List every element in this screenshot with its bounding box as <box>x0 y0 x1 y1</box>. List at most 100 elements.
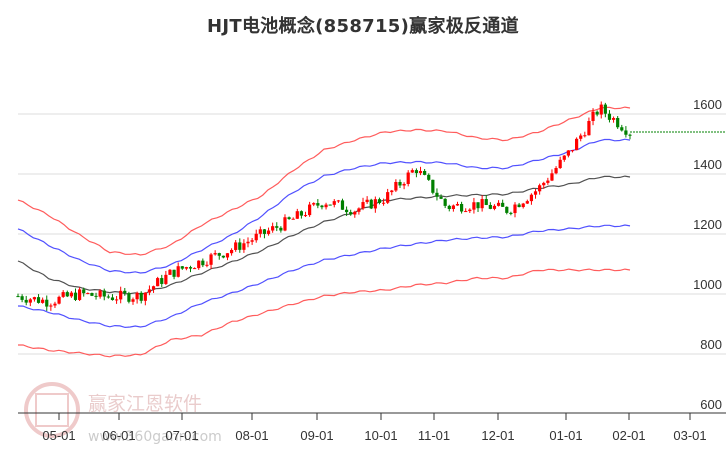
candle <box>369 199 373 209</box>
candle <box>546 180 550 183</box>
x-tick-label: 02-01 <box>612 428 645 443</box>
candle <box>205 264 209 266</box>
candle <box>377 199 382 203</box>
candle <box>160 278 164 284</box>
candle <box>332 201 336 205</box>
candle <box>472 202 476 210</box>
candle <box>78 289 82 300</box>
x-tick-label: 05-01 <box>42 428 75 443</box>
candle <box>620 127 624 131</box>
candle <box>73 292 78 300</box>
y-tick-label: 1200 <box>693 217 722 232</box>
candle <box>447 205 451 210</box>
candle <box>480 199 484 209</box>
y-tick-label: 800 <box>700 337 722 352</box>
candle <box>357 208 361 212</box>
candle <box>340 200 345 210</box>
candle <box>308 204 312 216</box>
candle <box>505 206 509 213</box>
candle <box>82 289 86 294</box>
candle <box>538 185 542 192</box>
candle <box>517 204 521 208</box>
candle <box>402 183 406 186</box>
candle <box>336 200 340 202</box>
candle <box>603 104 607 114</box>
candle <box>558 159 562 169</box>
candle <box>197 260 201 269</box>
x-tick-label: 03-01 <box>673 428 706 443</box>
watermark-brand: 赢家江恩软件 <box>88 393 202 415</box>
candle <box>156 278 160 287</box>
candle <box>542 182 546 186</box>
candle <box>464 211 468 213</box>
y-axis: 600 800 1000 1200 1400 1600 <box>693 97 722 412</box>
candle <box>287 217 291 219</box>
candle <box>418 170 423 174</box>
candle <box>176 266 180 277</box>
candle <box>303 215 308 217</box>
y-tick-label: 1400 <box>693 157 722 172</box>
candle <box>496 202 501 206</box>
candle <box>217 253 221 256</box>
candle <box>312 203 316 205</box>
y-tick-label: 1600 <box>693 97 722 112</box>
candle <box>49 305 53 307</box>
candle <box>102 290 106 297</box>
channel-lines <box>17 106 631 358</box>
candle <box>398 181 402 186</box>
candle <box>254 233 258 241</box>
candle <box>529 194 534 202</box>
x-tick-label: 01-01 <box>549 428 582 443</box>
candle <box>250 240 254 242</box>
candle <box>476 202 480 209</box>
band-line <box>17 224 631 329</box>
candle <box>24 299 28 303</box>
candle <box>595 111 599 115</box>
candle <box>316 203 320 206</box>
x-tick-label: 06-01 <box>102 428 135 443</box>
candle <box>135 292 139 300</box>
candle <box>410 170 414 173</box>
candle <box>164 274 168 284</box>
candle <box>443 198 447 206</box>
candle <box>172 269 176 277</box>
candle <box>110 297 115 301</box>
candle <box>143 292 147 301</box>
candle <box>193 268 197 270</box>
x-tick-label: 09-01 <box>300 428 333 443</box>
x-tick-label: 07-01 <box>165 428 198 443</box>
candle <box>381 202 386 204</box>
candle <box>94 295 98 297</box>
candle <box>501 202 505 207</box>
candle <box>69 292 73 297</box>
candle <box>386 192 390 203</box>
band-line <box>18 268 631 358</box>
candle <box>201 260 205 266</box>
candle <box>579 135 583 139</box>
candle <box>591 111 595 121</box>
candle <box>406 172 410 184</box>
x-tick-label: 12-01 <box>481 428 514 443</box>
candle <box>373 199 377 209</box>
candle <box>266 230 271 234</box>
band-line <box>17 175 631 295</box>
candle <box>271 226 275 231</box>
candle <box>521 203 525 208</box>
candle <box>324 204 328 208</box>
candle <box>147 289 152 293</box>
candle <box>127 293 131 302</box>
candle <box>353 211 357 215</box>
candle <box>390 190 394 193</box>
candle <box>365 199 369 203</box>
candle <box>451 205 455 210</box>
candle <box>229 249 234 254</box>
candle <box>328 204 332 206</box>
candle <box>295 211 299 219</box>
candle <box>439 196 443 199</box>
candle <box>28 299 32 303</box>
candle <box>414 170 419 174</box>
candle <box>262 229 267 234</box>
candle <box>533 191 538 195</box>
candle <box>554 168 558 174</box>
